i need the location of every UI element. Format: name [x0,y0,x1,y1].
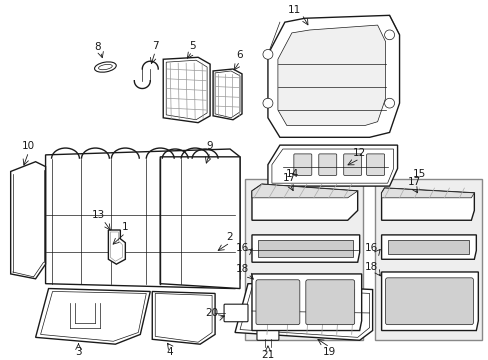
Text: 15: 15 [412,170,425,179]
Polygon shape [45,149,240,289]
Polygon shape [381,188,473,198]
FancyBboxPatch shape [343,154,361,175]
Polygon shape [110,232,122,261]
Text: 18: 18 [235,264,248,274]
Text: 21: 21 [261,350,274,360]
Polygon shape [166,60,207,120]
FancyBboxPatch shape [305,280,354,325]
Circle shape [384,30,394,40]
Polygon shape [381,235,475,259]
Text: 17: 17 [407,177,420,187]
Text: 3: 3 [75,347,81,357]
Text: 20: 20 [205,308,218,318]
Text: 7: 7 [152,41,158,51]
Polygon shape [235,284,372,340]
Bar [244,179,362,340]
Polygon shape [213,69,242,120]
Text: 13: 13 [92,210,105,220]
Text: 1: 1 [122,222,128,232]
Bar [387,240,468,255]
Text: 18: 18 [364,262,378,272]
Ellipse shape [94,62,116,72]
Bar [374,179,481,340]
FancyBboxPatch shape [256,317,278,340]
FancyBboxPatch shape [255,280,299,325]
Polygon shape [251,184,357,220]
Text: 16: 16 [235,243,248,253]
Text: 9: 9 [206,141,213,151]
Polygon shape [251,274,361,330]
FancyBboxPatch shape [385,278,472,325]
Text: 4: 4 [166,347,173,357]
Text: 11: 11 [287,5,301,15]
Polygon shape [155,293,212,342]
Text: 14: 14 [285,170,299,179]
FancyBboxPatch shape [366,154,384,175]
Polygon shape [11,162,45,279]
FancyBboxPatch shape [293,154,311,175]
Polygon shape [152,292,215,344]
Text: 17: 17 [283,173,296,183]
Polygon shape [271,149,393,183]
Polygon shape [381,272,477,330]
Text: 12: 12 [352,148,366,158]
Ellipse shape [98,64,112,70]
Circle shape [384,98,394,108]
Polygon shape [215,71,240,118]
FancyBboxPatch shape [224,304,247,322]
Polygon shape [160,157,240,289]
Polygon shape [240,288,369,337]
Text: 8: 8 [94,41,101,51]
Text: 6: 6 [236,50,243,60]
Bar [258,240,352,257]
Polygon shape [381,188,473,220]
Circle shape [263,49,272,59]
Polygon shape [267,145,397,186]
Text: 10: 10 [22,141,35,151]
Polygon shape [41,292,146,341]
FancyBboxPatch shape [318,154,336,175]
Polygon shape [251,184,357,198]
Polygon shape [108,230,125,264]
Text: 16: 16 [364,243,378,253]
Text: 19: 19 [323,347,336,357]
Polygon shape [267,15,399,137]
Polygon shape [163,57,210,123]
Polygon shape [277,25,385,126]
Polygon shape [251,235,359,262]
Text: 5: 5 [188,41,195,51]
Circle shape [263,98,272,108]
Text: 2: 2 [226,232,233,242]
Polygon shape [36,289,150,344]
